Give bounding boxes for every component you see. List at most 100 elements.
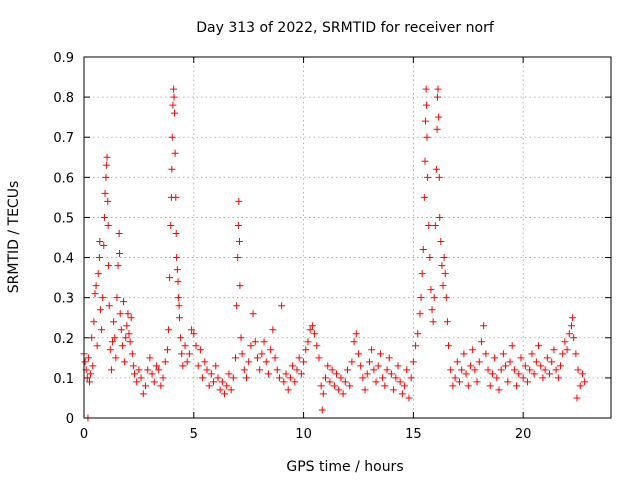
- data-point: [169, 101, 177, 109]
- data-point: [423, 101, 431, 109]
- data-point: [122, 334, 130, 342]
- data-point: [253, 354, 261, 362]
- data-point: [372, 378, 380, 386]
- data-point: [330, 382, 338, 390]
- data-point: [423, 133, 431, 141]
- data-point: [484, 366, 492, 374]
- data-point: [434, 85, 442, 93]
- data-point: [137, 374, 145, 382]
- data-point: [106, 346, 114, 354]
- data-point: [581, 378, 589, 386]
- data-point: [308, 322, 316, 330]
- data-point: [477, 338, 485, 346]
- data-point: [128, 350, 136, 358]
- data-point: [416, 310, 424, 318]
- data-point: [376, 350, 384, 358]
- data-point: [532, 358, 540, 366]
- data-point: [170, 93, 178, 101]
- data-point: [319, 390, 327, 398]
- data-point: [81, 358, 89, 366]
- data-point: [229, 374, 237, 382]
- data-point: [173, 254, 181, 262]
- data-point: [105, 262, 113, 270]
- data-point: [344, 366, 351, 374]
- data-point: [311, 330, 319, 338]
- data-point: [282, 370, 290, 378]
- data-point: [93, 342, 101, 350]
- data-point: [567, 322, 575, 330]
- y-tick-label: 0.3: [53, 292, 74, 307]
- y-tick-label: 0.4: [53, 252, 74, 267]
- data-point: [506, 358, 514, 366]
- data-point: [165, 326, 173, 334]
- data-point: [370, 366, 378, 374]
- data-point: [475, 358, 483, 366]
- data-point: [139, 390, 147, 398]
- data-point: [504, 378, 512, 386]
- data-point: [92, 282, 100, 290]
- data-point: [447, 366, 455, 374]
- data-point: [291, 378, 299, 386]
- data-point: [185, 350, 193, 358]
- data-point: [131, 370, 139, 378]
- data-point: [271, 354, 279, 362]
- data-point: [297, 370, 305, 378]
- data-point: [526, 366, 534, 374]
- data-point: [188, 326, 196, 334]
- data-point: [178, 350, 186, 358]
- data-point: [124, 310, 132, 318]
- data-point: [570, 334, 578, 342]
- x-axis-label: GPS time / hours: [286, 459, 403, 475]
- data-point: [203, 366, 211, 374]
- data-point: [286, 374, 294, 382]
- data-point: [103, 153, 111, 161]
- x-tick-label: 20: [515, 427, 532, 442]
- data-point: [420, 193, 428, 201]
- data-point: [497, 366, 505, 374]
- x-tick-label: 10: [295, 427, 312, 442]
- data-point: [199, 374, 207, 382]
- data-point: [194, 362, 202, 370]
- data-point: [155, 366, 163, 374]
- data-point: [260, 338, 268, 346]
- data-point: [493, 374, 501, 382]
- data-point: [405, 394, 413, 402]
- data-point: [135, 366, 143, 374]
- data-point: [390, 386, 398, 394]
- data-point: [433, 125, 441, 133]
- data-point: [120, 298, 128, 306]
- data-point: [443, 318, 451, 326]
- data-point: [84, 354, 92, 362]
- data-point: [425, 221, 433, 229]
- data-point: [537, 362, 545, 370]
- data-point: [83, 374, 91, 382]
- data-point: [462, 370, 470, 378]
- data-point: [528, 350, 536, 358]
- data-point: [166, 274, 174, 282]
- data-point: [434, 93, 442, 101]
- data-point: [242, 374, 250, 382]
- data-point: [284, 386, 292, 394]
- data-point: [436, 213, 444, 221]
- y-tick-label: 0: [66, 412, 74, 427]
- data-point: [346, 382, 354, 390]
- data-point: [267, 346, 275, 354]
- data-point: [105, 302, 113, 310]
- y-tick-label: 0.1: [53, 372, 74, 387]
- data-point: [326, 378, 334, 386]
- data-point: [437, 238, 445, 246]
- data-point: [262, 358, 270, 366]
- data-point: [88, 334, 96, 342]
- data-point: [576, 382, 584, 390]
- data-point: [515, 370, 523, 378]
- x-tick-label: 15: [405, 427, 422, 442]
- data-point: [152, 362, 160, 370]
- data-point: [451, 374, 459, 382]
- data-point: [412, 342, 420, 350]
- data-point: [109, 338, 117, 346]
- data-point: [306, 326, 314, 334]
- data-point: [104, 221, 112, 229]
- data-point: [530, 370, 538, 378]
- data-point: [328, 366, 336, 374]
- data-point: [449, 382, 457, 390]
